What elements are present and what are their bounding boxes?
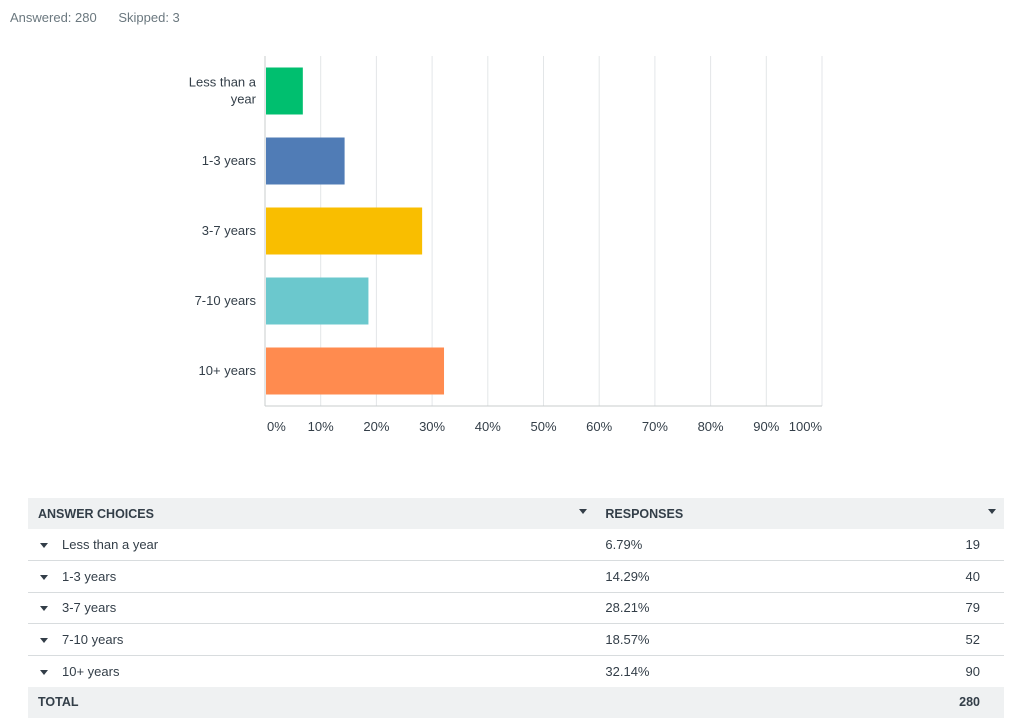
y-category-label: 3-7 years	[202, 223, 257, 238]
answer-choice: Less than a year	[62, 537, 159, 552]
bar-chart: 0% 10% 20% 30% 40% 50% 60% 70% 80% 90% 100% Less th…	[189, 56, 823, 434]
y-category-label: 1-3 years	[202, 153, 257, 168]
response-percent: 32.14%	[605, 663, 650, 679]
table-row: 10+ years 32.14% 90	[28, 655, 1004, 687]
total-value: 280	[959, 695, 980, 709]
answer-choice: 3-7 years	[62, 600, 117, 616]
x-tick-label: 50%	[530, 419, 556, 434]
answer-choice: 1-3 years	[62, 568, 117, 584]
x-tick-label: 20%	[363, 419, 389, 434]
x-tick-label: 40%	[475, 419, 501, 434]
table-row: 3-7 years 28.21% 79	[28, 592, 1004, 624]
expand-caret-icon[interactable]	[40, 543, 48, 549]
response-summary: Answered: 280 Skipped: 3	[10, 10, 198, 25]
bar	[266, 207, 423, 255]
expand-caret-icon[interactable]	[40, 637, 48, 643]
response-percent: 14.29%	[605, 568, 650, 584]
response-count: 79	[965, 600, 980, 616]
table-row: 1-3 years 14.29% 40	[28, 561, 1004, 592]
response-percent: 18.57%	[605, 631, 650, 647]
answered-count: Answered: 280	[10, 10, 97, 25]
total-label: TOTAL	[38, 695, 79, 709]
x-tick-label: 80%	[698, 419, 724, 434]
x-tick-label: 60%	[586, 419, 612, 434]
response-percent: 6.79%	[605, 537, 643, 552]
answer-choices-header-label: ANSWER CHOICES	[38, 506, 154, 521]
sort-caret-icon[interactable]	[988, 509, 996, 514]
answer-choice: 10+ years	[62, 663, 120, 679]
bar	[266, 67, 303, 115]
x-tick-label: 70%	[642, 419, 668, 434]
sort-caret-icon[interactable]	[579, 509, 588, 514]
y-category-label: year	[231, 92, 257, 107]
responses-header-label: RESPONSES	[605, 506, 684, 521]
expand-caret-icon[interactable]	[40, 669, 48, 675]
response-count: 90	[965, 663, 980, 679]
table-row: 7-10 years 18.57% 52	[28, 624, 1004, 655]
total-row: TOTAL 280	[28, 686, 1004, 718]
response-count: 40	[965, 568, 980, 584]
answer-choices-header[interactable]: ANSWER CHOICES	[28, 498, 595, 529]
table-header-row: ANSWER CHOICES RESPONSES	[28, 498, 1004, 529]
expand-caret-icon[interactable]	[40, 606, 48, 612]
skipped-count: Skipped: 3	[118, 10, 180, 25]
table-row: Less than a year 6.79% 19	[28, 529, 1004, 561]
x-tick-label: 100%	[789, 419, 823, 434]
y-category-label: Less than a	[189, 75, 257, 90]
x-tick-label: 90%	[753, 419, 779, 434]
x-tick-label: 30%	[419, 419, 445, 434]
response-count: 52	[965, 631, 980, 647]
response-count: 19	[965, 537, 980, 552]
x-tick-label: 0%	[267, 419, 286, 434]
results-table: ANSWER CHOICES RESPONSES Less than a yea…	[28, 498, 1004, 718]
answer-choice: 7-10 years	[62, 631, 124, 647]
expand-caret-icon[interactable]	[40, 574, 48, 580]
bar	[266, 277, 369, 325]
y-category-label: 7-10 years	[195, 293, 257, 308]
response-percent: 28.21%	[605, 600, 650, 616]
bar	[266, 347, 445, 395]
bar	[266, 137, 345, 185]
y-category-label: 10+ years	[199, 363, 257, 378]
responses-header[interactable]: RESPONSES	[595, 498, 1004, 529]
x-tick-label: 10%	[308, 419, 334, 434]
